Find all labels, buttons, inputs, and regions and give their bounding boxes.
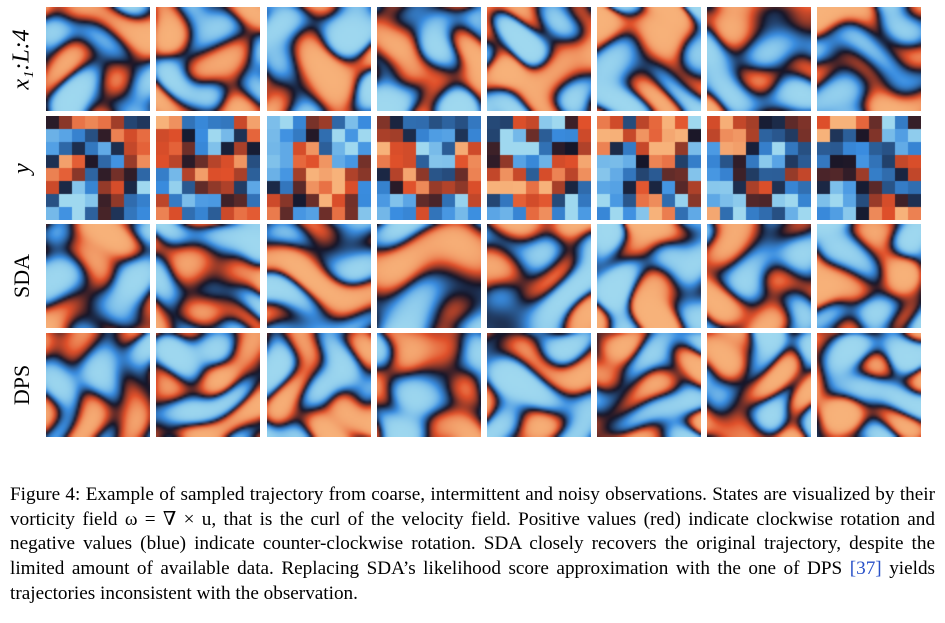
panel-x-1 xyxy=(46,7,150,111)
panel-y-1 xyxy=(46,116,150,220)
panel-x-2 xyxy=(156,7,260,111)
panel-sda-2 xyxy=(156,224,260,328)
panel-sda-4 xyxy=(377,224,481,328)
panel-dps-8 xyxy=(817,333,921,437)
panel-y-7 xyxy=(707,116,811,220)
panel-y-2 xyxy=(156,116,260,220)
panel-sda-3 xyxy=(267,224,371,328)
panel-sda-7 xyxy=(707,224,811,328)
citation-link[interactable]: [37] xyxy=(849,557,882,579)
panel-dps-7 xyxy=(707,333,811,437)
panel-dps-4 xyxy=(377,333,481,437)
panel-dps-2 xyxy=(156,333,260,437)
row-label-text-y: y xyxy=(8,162,35,174)
row-label-sda: SDA xyxy=(0,224,44,328)
panel-y-8 xyxy=(817,116,921,220)
row-label-dps: DPS xyxy=(0,333,44,437)
panel-dps-5 xyxy=(487,333,591,437)
row-label-x: x₁:L:4 xyxy=(0,7,44,111)
panel-sda-6 xyxy=(597,224,701,328)
panel-dps-3 xyxy=(267,333,371,437)
panel-y-6 xyxy=(597,116,701,220)
row-label-text-dps: DPS xyxy=(8,364,34,406)
panel-sda-8 xyxy=(817,224,921,328)
panel-y-5 xyxy=(487,116,591,220)
panel-x-7 xyxy=(707,7,811,111)
panel-x-3 xyxy=(267,7,371,111)
panel-y-3 xyxy=(267,116,371,220)
caption-label: Figure 4: xyxy=(10,484,81,506)
panel-x-8 xyxy=(817,7,921,111)
panel-x-6 xyxy=(597,7,701,111)
panel-dps-6 xyxy=(597,333,701,437)
row-label-text-x: x₁:L:4 xyxy=(8,28,35,90)
panel-x-4 xyxy=(377,7,481,111)
panel-sda-5 xyxy=(487,224,591,328)
panel-dps-1 xyxy=(46,333,150,437)
panel-sda-1 xyxy=(46,224,150,328)
figure-caption: Figure 4: Example of sampled trajectory … xyxy=(10,483,935,606)
row-label-y: y xyxy=(0,116,44,220)
panel-y-4 xyxy=(377,116,481,220)
caption-text: Example of sampled trajectory from coars… xyxy=(10,484,935,579)
row-label-text-sda: SDA xyxy=(9,253,35,299)
panel-x-5 xyxy=(487,7,591,111)
caption-text-end: yields trajectories inconsistent with th… xyxy=(10,557,936,604)
